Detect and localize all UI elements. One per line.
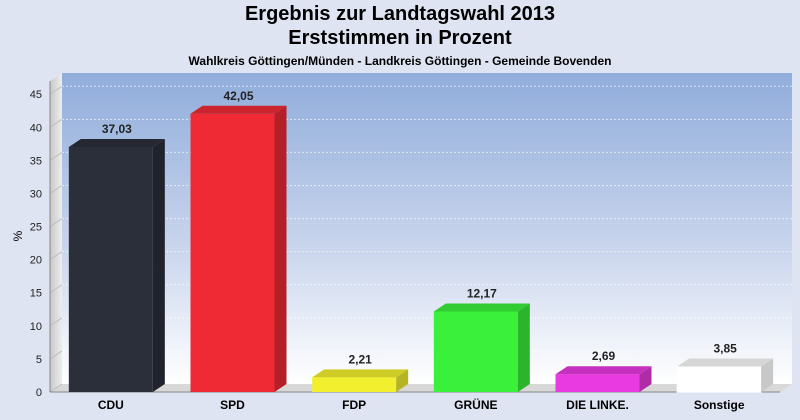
bar-front xyxy=(676,366,762,393)
bar-value-label: 2,21 xyxy=(348,352,372,366)
bar-value-label: 42,05 xyxy=(223,89,253,103)
bar-front xyxy=(312,377,397,392)
bar-fdp xyxy=(312,369,409,392)
bar-side xyxy=(152,138,165,392)
bar-front xyxy=(555,374,640,392)
grid-side xyxy=(49,350,63,360)
chart-subtitle: Wahlkreis Göttingen/Münden - Landkreis G… xyxy=(188,54,612,68)
y-tick-label: 10 xyxy=(30,321,42,333)
y-tick-label: 20 xyxy=(30,255,42,267)
bar-side xyxy=(761,358,774,392)
chart-title-2: Erststimmen in Prozent xyxy=(288,27,512,49)
y-tick-label: 45 xyxy=(30,89,42,101)
x-tick-label: Sonstige xyxy=(694,398,745,412)
bar-gr-ne xyxy=(433,303,530,392)
grid-side xyxy=(49,218,63,227)
bar-cdu xyxy=(68,138,165,392)
y-tick-label: 35 xyxy=(30,155,42,167)
y-tick-label: 15 xyxy=(30,288,42,300)
bar-side xyxy=(274,105,287,392)
bar-top xyxy=(555,366,652,375)
grid-side xyxy=(49,251,63,261)
bar-spd xyxy=(190,105,287,392)
bar-value-label: 12,17 xyxy=(467,286,497,300)
grid-side xyxy=(49,85,63,95)
bar-value-label: 37,03 xyxy=(102,122,132,136)
x-tick-label: SPD xyxy=(220,398,245,412)
y-tick-label: 40 xyxy=(30,122,42,134)
y-tick-label: 25 xyxy=(30,222,42,234)
bar-side xyxy=(517,303,530,392)
bar-front xyxy=(190,113,275,392)
bar-top xyxy=(433,303,530,312)
bar-front xyxy=(433,311,518,392)
grid-side xyxy=(49,317,63,327)
labels: 37,03 CDU 42,05 SPD 2,21 FDP 12,17 GRÜNE 2,69 DIE… xyxy=(98,89,745,412)
chart-title: Ergebnis zur Landtagswahl 2013 xyxy=(244,3,556,25)
bar-side xyxy=(396,369,409,392)
bar-front xyxy=(68,146,153,392)
x-tick-label: CDU xyxy=(98,398,124,412)
grid-side xyxy=(49,284,63,294)
y-tick-label: 5 xyxy=(36,354,42,366)
x-tick-label: DIE LINKE. xyxy=(566,398,629,412)
grid-side xyxy=(49,118,63,128)
x-tick-label: GRÜNE xyxy=(454,397,497,412)
bar-die-linke xyxy=(555,366,652,392)
grid-side xyxy=(49,185,63,194)
x-tick-label: FDP xyxy=(342,398,366,412)
bar-top xyxy=(312,369,409,378)
bars xyxy=(68,105,774,393)
grid-side xyxy=(49,383,63,393)
bar-sonstige xyxy=(676,358,774,393)
plot-background xyxy=(62,73,792,384)
bar-value-label: 2,69 xyxy=(592,349,616,363)
y-axis-label: % xyxy=(11,230,25,241)
bar-top xyxy=(190,105,287,114)
left-wall xyxy=(50,73,62,392)
bar-top xyxy=(677,358,774,367)
bar-top xyxy=(68,138,165,147)
grid-side xyxy=(49,151,63,161)
y-tick-label: 0 xyxy=(36,387,42,399)
y-tick-label: 30 xyxy=(30,188,42,200)
bar-value-label: 3,85 xyxy=(713,342,737,356)
bar-side xyxy=(639,366,652,392)
